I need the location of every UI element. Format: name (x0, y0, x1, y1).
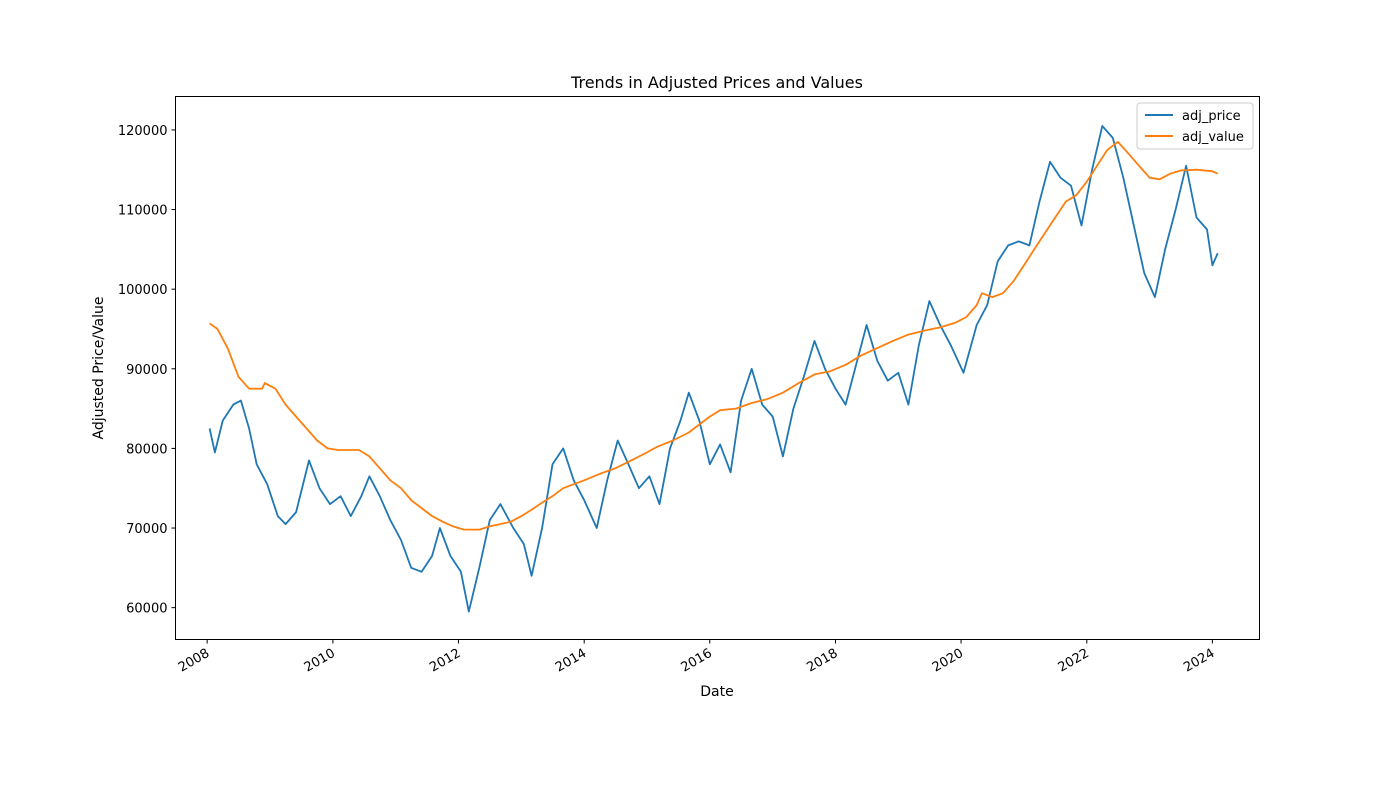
y-tick-label: 110000 (118, 204, 168, 219)
series-line-adj-price (208, 125, 1219, 613)
x-tick-label: 2024 (1181, 646, 1217, 676)
y-tick-label: 70000 (126, 522, 167, 537)
x-tick-label: 2014 (553, 646, 589, 676)
x-tick-label: 2022 (1056, 646, 1092, 676)
x-tick-label: 2020 (930, 646, 966, 676)
series-layer (208, 125, 1219, 613)
y-tick-label: 80000 (126, 442, 167, 457)
legend-label-adj-price: adj_price (1182, 109, 1241, 124)
x-axis-title: Date (700, 684, 733, 700)
x-tick-label: 2016 (679, 646, 715, 676)
series-line-adj-value (209, 141, 1219, 531)
y-tick-label: 90000 (126, 363, 167, 378)
legend: adj_price adj_value (1136, 102, 1254, 150)
y-tick-label: 100000 (118, 283, 168, 298)
x-tick-label: 2018 (804, 646, 840, 676)
x-tick-label: 2008 (176, 646, 212, 676)
legend-label-adj-value: adj_value (1182, 130, 1244, 145)
plot-frame (175, 96, 1260, 640)
x-tick-label: 2010 (302, 646, 338, 676)
chart-title: Trends in Adjusted Prices and Values (570, 73, 863, 92)
plot-area (175, 96, 1260, 640)
x-tick-label: 2012 (427, 646, 463, 676)
y-tick-label: 60000 (126, 602, 167, 617)
y-axis: 60000 70000 80000 90000 100000 110000 120000 (118, 124, 176, 617)
y-tick-label: 120000 (118, 124, 168, 139)
y-axis-title: Adjusted Price/Value (91, 296, 107, 439)
x-axis: 2008 2010 2012 2014 2016 2018 2020 2022 2024 (176, 639, 1217, 676)
